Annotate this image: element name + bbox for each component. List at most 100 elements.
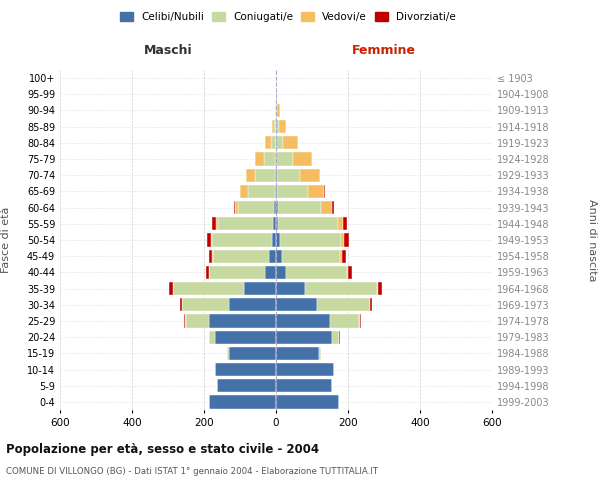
Bar (275, 168, 276, 182)
Bar (276, 185, 277, 198)
Bar (276, 363, 334, 376)
Bar (349, 266, 352, 279)
Bar (271, 136, 276, 149)
Bar (275, 152, 276, 166)
Bar (283, 136, 298, 149)
Bar (234, 201, 235, 214)
Bar (276, 266, 286, 279)
Bar (276, 346, 319, 360)
Bar (276, 314, 330, 328)
Bar (217, 379, 276, 392)
Bar (340, 250, 342, 263)
Bar (272, 120, 274, 134)
Bar (275, 104, 276, 117)
Bar (272, 234, 276, 246)
Text: Femmine: Femmine (352, 44, 416, 58)
Bar (338, 217, 343, 230)
Bar (330, 314, 359, 328)
Bar (321, 201, 332, 214)
Bar (207, 234, 211, 246)
Bar (286, 266, 347, 279)
Bar (215, 330, 276, 344)
Legend: Celibi/Nubili, Coniugati/e, Vedovi/e, Divorziati/e: Celibi/Nubili, Coniugati/e, Vedovi/e, Di… (116, 8, 460, 26)
Bar (206, 266, 209, 279)
Bar (209, 396, 276, 408)
Bar (274, 201, 276, 214)
Bar (246, 168, 255, 182)
Bar (280, 234, 341, 246)
Bar (248, 185, 275, 198)
Bar (276, 396, 339, 408)
Bar (185, 314, 186, 328)
Bar (216, 217, 218, 230)
Bar (319, 346, 322, 360)
Bar (277, 152, 293, 166)
Bar (276, 201, 278, 214)
Bar (213, 250, 269, 263)
Bar (184, 314, 185, 328)
Bar (256, 152, 265, 166)
Bar (265, 152, 275, 166)
Bar (332, 330, 339, 344)
Bar (244, 282, 276, 295)
Bar (275, 185, 276, 198)
Bar (277, 168, 300, 182)
Bar (276, 379, 332, 392)
Text: COMUNE DI VILLONGO (BG) - Dati ISTAT 1° gennaio 2004 - Elaborazione TUTTITALIA.I: COMUNE DI VILLONGO (BG) - Dati ISTAT 1° … (6, 468, 378, 476)
Bar (347, 266, 349, 279)
Bar (317, 298, 370, 312)
Bar (283, 250, 340, 263)
Bar (276, 104, 277, 117)
Bar (276, 217, 278, 230)
Bar (235, 201, 238, 214)
Bar (305, 282, 377, 295)
Text: Popolazione per età, sesso e stato civile - 2004: Popolazione per età, sesso e stato civil… (6, 442, 319, 456)
Bar (277, 104, 280, 117)
Bar (169, 282, 173, 295)
Bar (265, 266, 276, 279)
Bar (212, 234, 272, 246)
Bar (238, 201, 274, 214)
Bar (341, 234, 344, 246)
Bar (274, 120, 276, 134)
Bar (215, 363, 276, 376)
Bar (212, 217, 216, 230)
Bar (332, 201, 334, 214)
Bar (265, 136, 271, 149)
Bar (293, 152, 313, 166)
Bar (276, 234, 280, 246)
Bar (276, 136, 283, 149)
Bar (344, 234, 349, 246)
Bar (343, 217, 347, 230)
Bar (211, 234, 212, 246)
Bar (276, 120, 279, 134)
Bar (276, 168, 277, 182)
Bar (173, 282, 244, 295)
Bar (308, 185, 324, 198)
Bar (276, 298, 317, 312)
Bar (370, 298, 373, 312)
Bar (377, 282, 378, 295)
Bar (276, 330, 332, 344)
Bar (278, 217, 338, 230)
Bar (241, 185, 248, 198)
Bar (278, 201, 321, 214)
Bar (209, 250, 212, 263)
Bar (324, 185, 325, 198)
Bar (186, 314, 209, 328)
Bar (212, 250, 213, 263)
Bar (274, 217, 276, 230)
Bar (209, 266, 265, 279)
Bar (378, 282, 382, 295)
Text: Fasce di età: Fasce di età (1, 207, 11, 273)
Text: Anni di nascita: Anni di nascita (587, 198, 597, 281)
Bar (209, 314, 276, 328)
Bar (229, 298, 276, 312)
Bar (300, 168, 320, 182)
Bar (209, 330, 215, 344)
Bar (359, 314, 361, 328)
Bar (218, 217, 274, 230)
Bar (342, 250, 346, 263)
Bar (279, 120, 286, 134)
Bar (269, 250, 276, 263)
